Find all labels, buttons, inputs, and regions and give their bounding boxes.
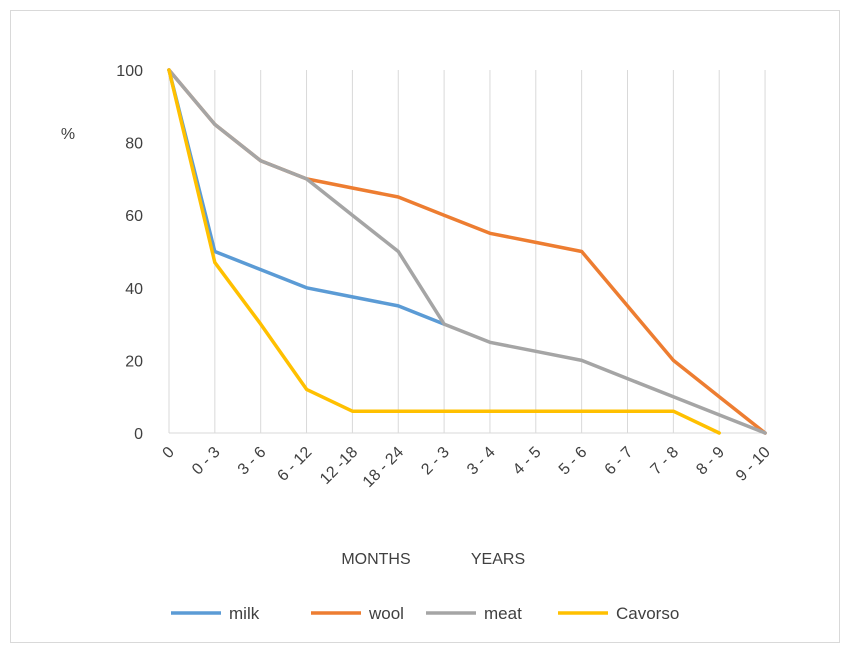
x-tick-label: 4 - 5 (510, 444, 545, 479)
legend-label-wool: wool (368, 604, 404, 623)
x-tick-label: 3 - 4 (464, 444, 499, 479)
y-axis-label: % (61, 126, 75, 143)
x-tick-label: 0 (160, 444, 178, 462)
x-tick-label: 7 - 8 (648, 444, 683, 479)
series-line-meat (167, 68, 767, 435)
y-tick-label: 0 (134, 426, 143, 443)
x-tick-label: 6 - 7 (602, 444, 637, 479)
series-line-milk (167, 68, 446, 326)
y-tick-label: 80 (125, 136, 143, 153)
x-tick-label: 18 - 24 (360, 444, 407, 491)
series-lines (167, 68, 767, 435)
x-tick-label: 9 - 10 (733, 444, 774, 485)
x-axis-label-years: YEARS (471, 551, 525, 568)
x-tick-label: 12 -18 (317, 444, 361, 488)
legend: milk wool meat Cavorso (171, 604, 679, 623)
series-line-wool (167, 68, 767, 435)
x-tick-label: 5 - 6 (556, 444, 591, 479)
x-tick-label: 6 - 12 (274, 444, 315, 485)
x-tick-label: 2 - 3 (418, 444, 453, 479)
legend-label-meat: meat (484, 604, 522, 623)
y-tick-label: 100 (116, 63, 143, 80)
x-tick-label: 0 - 3 (189, 444, 224, 479)
y-tick-label: 60 (125, 208, 143, 225)
y-tick-label: 40 (125, 281, 143, 298)
x-tick-label: 3 - 6 (235, 444, 270, 479)
legend-label-milk: milk (229, 604, 260, 623)
series-line-cavorso (167, 68, 721, 435)
legend-label-cavorso: Cavorso (616, 604, 679, 623)
y-axis: 0 20 40 60 80 100 (116, 63, 143, 443)
x-tick-label: 8 - 9 (693, 444, 728, 479)
x-axis-label-months: MONTHS (341, 551, 410, 568)
y-tick-label: 20 (125, 353, 143, 370)
grid-lines (168, 70, 766, 434)
